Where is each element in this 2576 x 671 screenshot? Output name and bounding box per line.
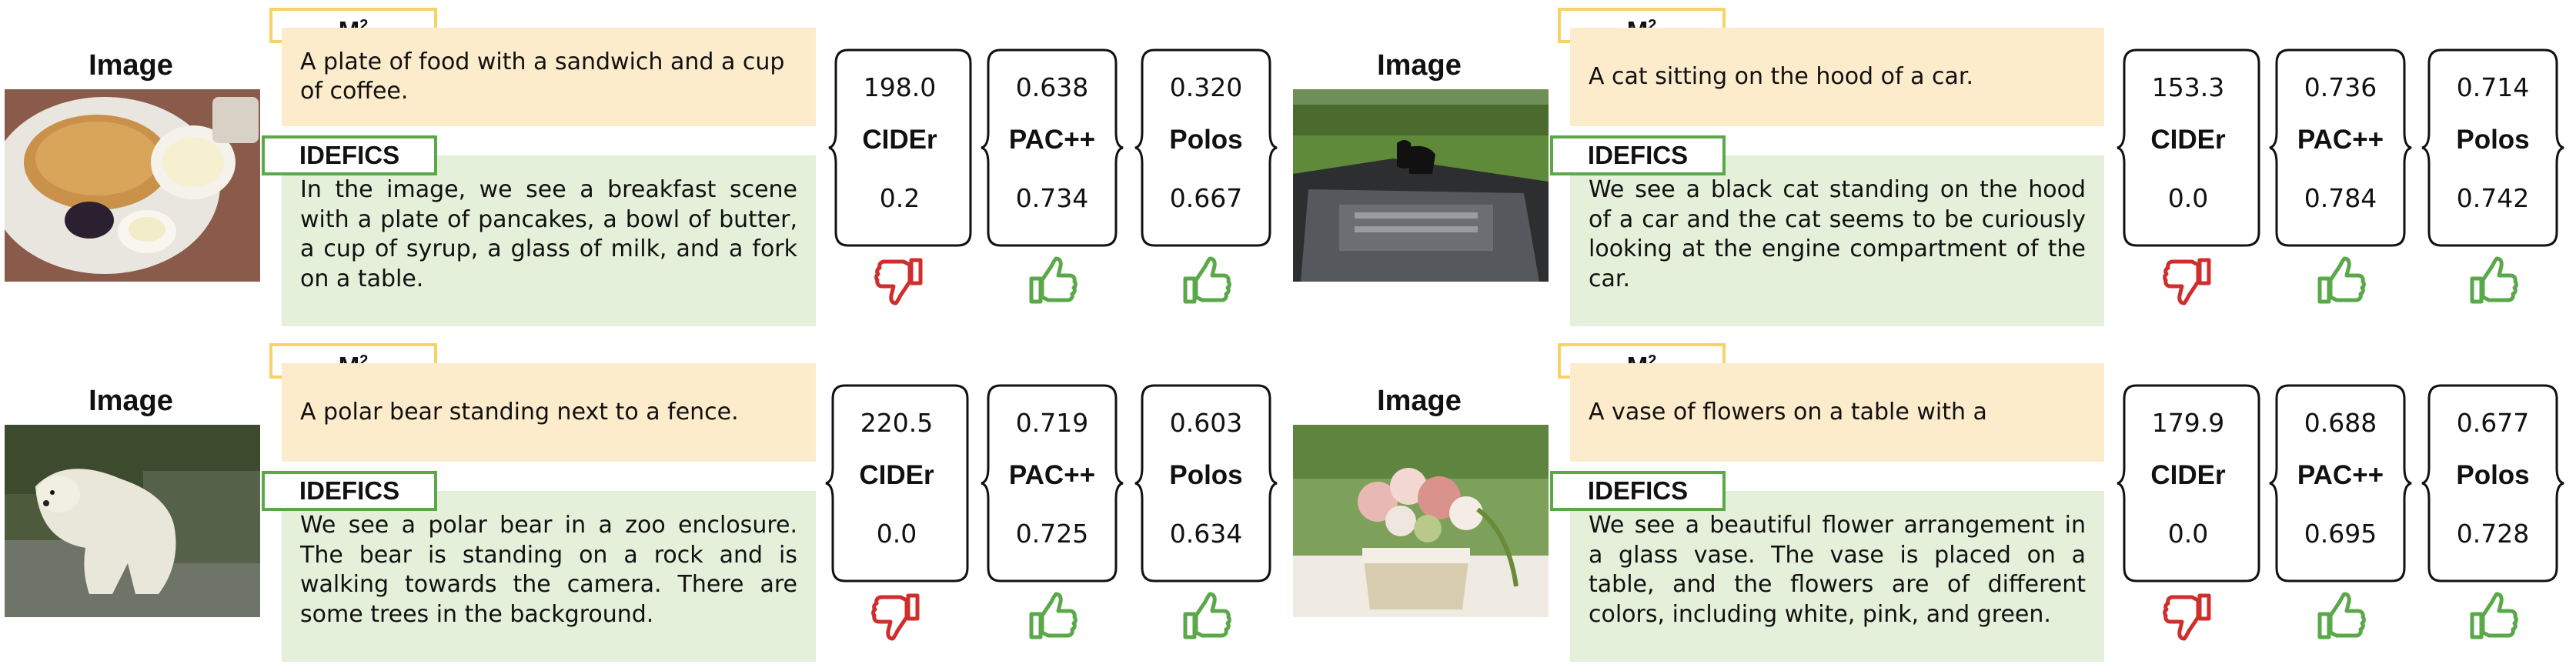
metric-idefics-value: 0.784 <box>2304 183 2377 213</box>
image-label: Image <box>89 385 173 417</box>
idefics-caption: We see a polar bear in a zoo enclosure. … <box>282 491 816 662</box>
m2-tag-sup: 2 <box>359 352 369 369</box>
thumb-up-icon <box>2420 589 2566 645</box>
metric-cider: 179.9 CIDEr 0.0 <box>2115 383 2261 583</box>
image-label: Image <box>1377 49 1462 82</box>
metric-m2-value: 179.9 <box>2151 408 2225 438</box>
metric-cider: 220.5 CIDEr 0.0 <box>824 383 970 583</box>
idefics-caption: We see a black cat standing on the hood … <box>1570 155 2104 326</box>
panel-cat: Image M2 A cat sitting on the hood of a … <box>1288 0 2576 336</box>
metric-polos: 0.603 Polos 0.634 <box>1133 383 1279 583</box>
idefics-tag: IDEFICS <box>262 471 437 511</box>
thumb-up-icon <box>979 254 1125 309</box>
metric-name: CIDEr <box>2150 460 2226 490</box>
image-label: Image <box>1377 385 1462 417</box>
metric-cider: 198.0 CIDEr 0.2 <box>827 48 973 248</box>
panel-breakfast: Image M2 A plate of food with a sandwich… <box>0 0 1288 336</box>
metric-name: Polos <box>1169 125 1243 155</box>
panel-flowers: Image M2 A vase of flowers on a table wi… <box>1288 336 2576 671</box>
image-label: Image <box>89 49 173 82</box>
metric-name: Polos <box>2456 460 2530 490</box>
metric-m2-value: 0.603 <box>1169 408 1243 438</box>
metric-polos: 0.714 Polos 0.742 <box>2420 48 2566 248</box>
idefics-tag: IDEFICS <box>1550 135 1726 175</box>
metric-pac: 0.736 PAC++ 0.784 <box>2267 48 2414 248</box>
metric-m2-value: 0.688 <box>2304 408 2377 438</box>
metric-m2-value: 0.638 <box>1015 72 1089 102</box>
flowers-photo <box>1293 425 1549 617</box>
thumb-up-icon <box>2420 254 2566 309</box>
idefics-tag: IDEFICS <box>262 135 437 175</box>
metric-polos: 0.320 Polos 0.667 <box>1133 48 1279 248</box>
metric-cider: 153.3 CIDEr 0.0 <box>2115 48 2261 248</box>
metric-pac: 0.638 PAC++ 0.734 <box>979 48 1125 248</box>
metric-name: PAC++ <box>1008 460 1096 490</box>
metric-idefics-value: 0.0 <box>2167 519 2209 549</box>
metric-name: CIDEr <box>2150 125 2226 155</box>
pancake-photo <box>5 89 260 282</box>
metric-name: PAC++ <box>2297 460 2384 490</box>
thumb-down-icon <box>824 589 970 645</box>
metric-name: PAC++ <box>2297 125 2384 155</box>
idefics-caption: We see a beautiful flower arrangement in… <box>1570 491 2104 662</box>
thumb-down-icon <box>827 254 973 309</box>
metric-idefics-value: 0.734 <box>1015 183 1089 213</box>
metric-idefics-value: 0.634 <box>1169 519 1243 549</box>
metric-polos: 0.677 Polos 0.728 <box>2420 383 2566 583</box>
metric-m2-value: 0.736 <box>2304 72 2377 102</box>
metric-idefics-value: 0.725 <box>1015 519 1089 549</box>
m2-tag-sup: 2 <box>1648 352 1657 369</box>
metric-m2-value: 0.677 <box>2456 408 2530 438</box>
thumb-up-icon <box>979 589 1125 645</box>
metric-name: PAC++ <box>1008 125 1096 155</box>
metric-name: CIDEr <box>859 460 934 490</box>
thumb-up-icon <box>2267 589 2414 645</box>
metric-idefics-value: 0.728 <box>2456 519 2530 549</box>
thumb-down-icon <box>2115 589 2261 645</box>
metric-m2-value: 220.5 <box>860 408 934 438</box>
metric-pac: 0.688 PAC++ 0.695 <box>2267 383 2414 583</box>
metric-idefics-value: 0.2 <box>879 183 920 213</box>
metric-m2-value: 0.714 <box>2456 72 2530 102</box>
metric-pac: 0.719 PAC++ 0.725 <box>979 383 1125 583</box>
metric-idefics-value: 0.0 <box>2167 183 2209 213</box>
metric-name: CIDEr <box>862 125 937 155</box>
thumb-up-icon <box>1133 254 1279 309</box>
cat-photo <box>1293 89 1549 282</box>
m2-caption: A polar bear standing next to a fence. <box>282 363 816 462</box>
thumb-down-icon <box>2115 254 2261 309</box>
m2-caption: A cat sitting on the hood of a car. <box>1570 28 2104 126</box>
metric-idefics-value: 0.667 <box>1169 183 1243 213</box>
thumb-up-icon <box>1133 589 1279 645</box>
thumb-up-icon <box>2267 254 2414 309</box>
metric-idefics-value: 0.742 <box>2456 183 2530 213</box>
idefics-caption: In the image, we see a breakfast scene w… <box>282 155 816 326</box>
metric-m2-value: 153.3 <box>2151 72 2225 102</box>
metric-m2-value: 0.320 <box>1169 72 1243 102</box>
m2-tag-sup: 2 <box>1648 17 1657 34</box>
metric-idefics-value: 0.695 <box>2304 519 2377 549</box>
metric-name: Polos <box>1169 460 1243 490</box>
metric-m2-value: 198.0 <box>863 72 937 102</box>
m2-caption: A vase of flowers on a table with a <box>1570 363 2104 462</box>
idefics-tag: IDEFICS <box>1550 471 1726 511</box>
metric-m2-value: 0.719 <box>1015 408 1089 438</box>
m2-caption: A plate of food with a sandwich and a cu… <box>282 28 816 126</box>
bear-photo <box>5 425 260 617</box>
metric-name: Polos <box>2456 125 2530 155</box>
m2-tag-sup: 2 <box>359 17 369 34</box>
metric-idefics-value: 0.0 <box>876 519 917 549</box>
panel-bear: Image M2 A polar bear standing next to a… <box>0 336 1288 671</box>
